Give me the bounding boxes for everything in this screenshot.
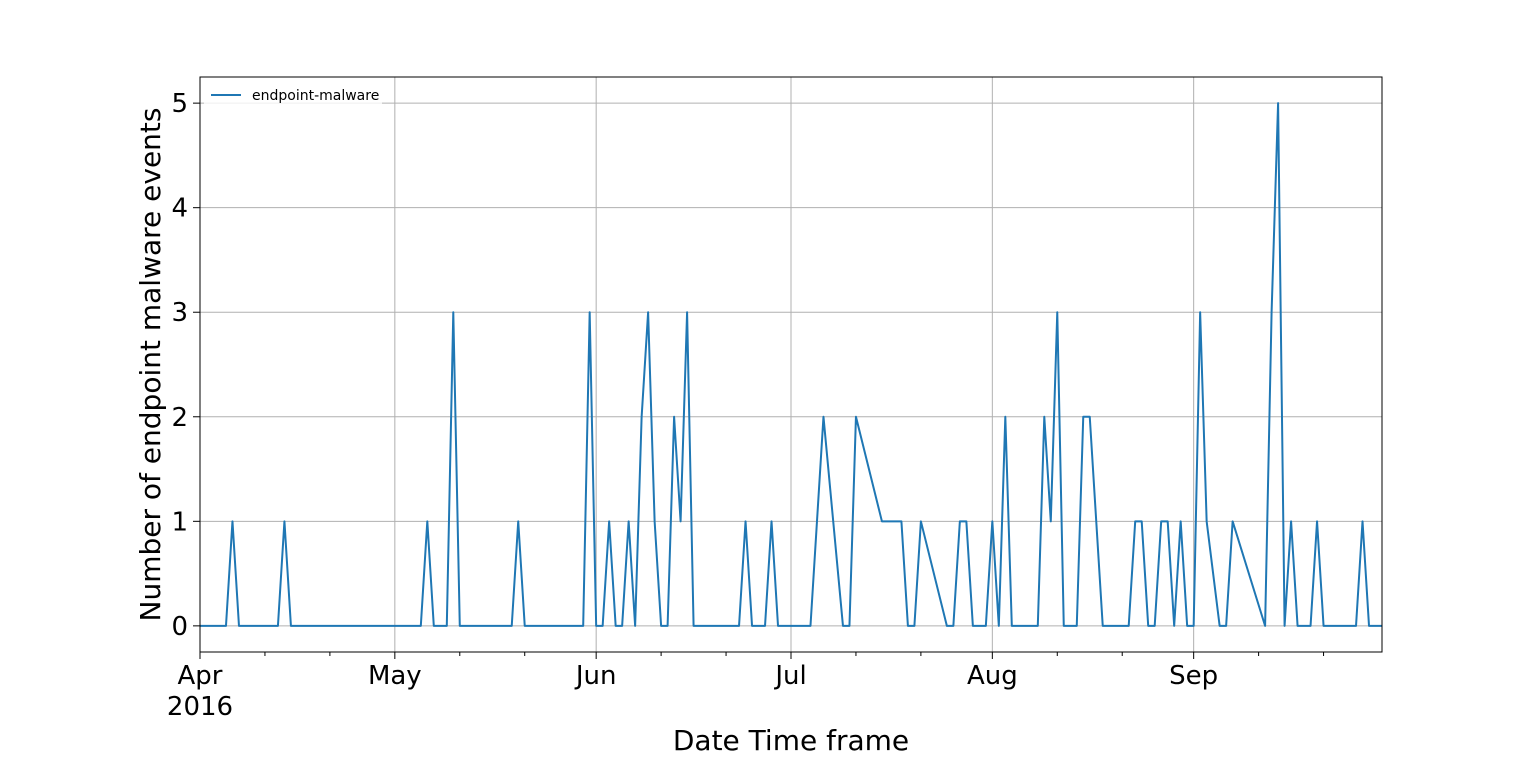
y-tick-label: 2 (171, 403, 188, 433)
x-tick-sublabel: 2016 (167, 692, 233, 722)
x-tick-label: Apr (178, 661, 223, 691)
x-tick-label: Jul (773, 661, 806, 691)
y-tick-label: 4 (171, 194, 188, 224)
y-tick-label: 1 (171, 507, 188, 537)
series-layer (200, 102, 1382, 627)
y-tick-label: 0 (171, 612, 188, 642)
y-tick-label: 3 (171, 298, 188, 328)
series-line-endpoint-malware (200, 102, 1382, 627)
y-tick-label: 5 (171, 89, 188, 119)
x-tick-label: May (368, 661, 422, 691)
y-axis: 0 1 2 3 4 5 (171, 89, 200, 642)
grid (199, 77, 1382, 652)
x-tick-label: Sep (1169, 661, 1218, 691)
x-tick-label: Aug (967, 661, 1018, 691)
legend: endpoint-malware (204, 82, 382, 108)
x-axis-label: Date Time frame (673, 724, 909, 757)
x-tick-label: Jun (574, 661, 617, 691)
legend-label: endpoint-malware (252, 88, 379, 104)
y-axis-label: Number of endpoint malware events (134, 108, 167, 622)
